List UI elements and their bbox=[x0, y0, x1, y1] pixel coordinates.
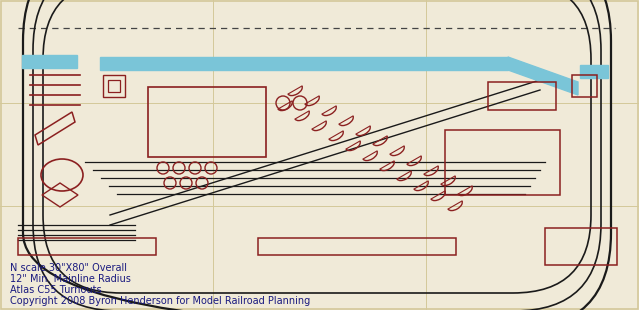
Text: N scale 30"X80" Overall: N scale 30"X80" Overall bbox=[10, 263, 127, 273]
Bar bbox=[258, 238, 456, 255]
Polygon shape bbox=[508, 57, 578, 95]
Bar bbox=[445, 130, 560, 195]
Bar bbox=[108, 80, 120, 92]
Bar bbox=[100, 57, 508, 70]
Bar bbox=[148, 87, 266, 157]
Bar bbox=[22, 55, 77, 68]
Bar bbox=[103, 75, 125, 97]
Bar bbox=[545, 228, 617, 265]
Text: Atlas C55 Turnouts: Atlas C55 Turnouts bbox=[10, 285, 102, 295]
Bar bbox=[580, 65, 608, 78]
Bar bbox=[488, 82, 556, 110]
Bar bbox=[572, 75, 597, 97]
Bar bbox=[18, 238, 156, 255]
Text: Copyright 2008 Byron Henderson for Model Railroad Planning: Copyright 2008 Byron Henderson for Model… bbox=[10, 296, 311, 306]
Text: 12" Min. Mainline Radius: 12" Min. Mainline Radius bbox=[10, 274, 131, 284]
